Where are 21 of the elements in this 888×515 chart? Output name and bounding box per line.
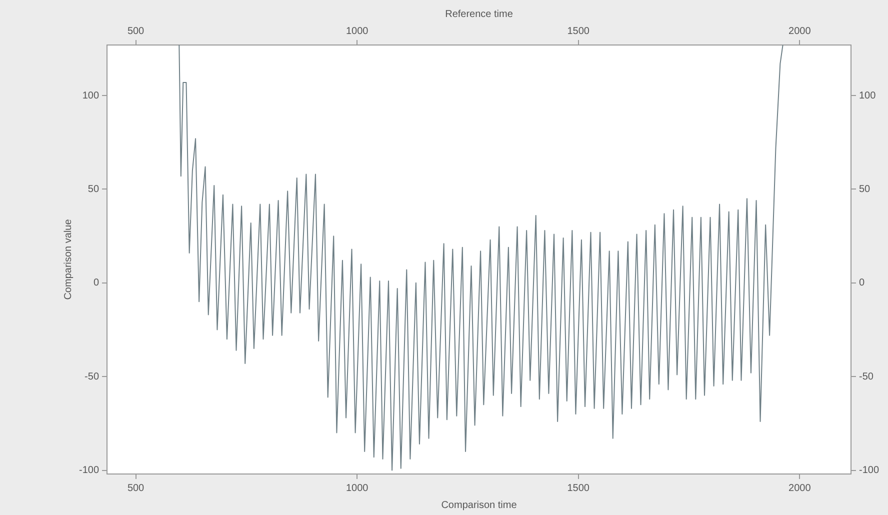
y2-tick-label: -100 [858,465,880,476]
x2-tick-label: 500 [127,482,145,494]
x-axis-title: Comparison time [441,500,518,511]
x-tick-label: 2000 [788,26,812,37]
x2-tick-label: 1500 [567,482,590,494]
x2-axis-title: Reference time [445,8,514,20]
y-axis-title: Comparison value [62,218,74,300]
y-tick-label: 50 [88,184,100,195]
y-tick-label: 0 [93,278,100,289]
y2-tick-label: -50 [858,371,874,382]
y2-tick-label: 0 [858,278,865,289]
x-tick-label: 500 [127,26,145,37]
x2-tick-label: 2000 [788,482,812,494]
y-tick-label: -100 [79,465,100,476]
y-tick-label: -50 [84,371,100,382]
y2-tick-label: 100 [858,90,876,102]
y-tick-label: 100 [82,90,100,102]
x-tick-label: 1000 [346,26,369,37]
y2-tick-label: 50 [858,184,871,195]
x-tick-label: 1500 [567,26,590,37]
x2-tick-label: 1000 [346,482,369,494]
